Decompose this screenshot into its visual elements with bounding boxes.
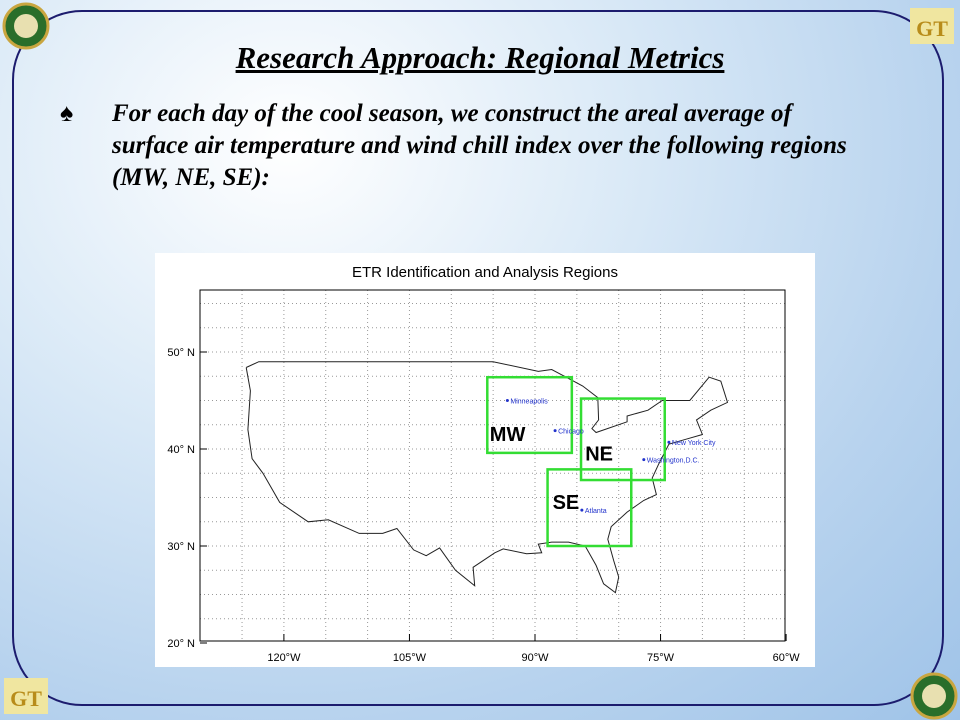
- city-label: New York City: [672, 440, 716, 447]
- city-label: Washington,D.C.: [647, 458, 700, 465]
- lat-tick-label: 20° N: [167, 638, 195, 650]
- city-label: Chicago: [558, 429, 584, 436]
- region-label: NE: [585, 444, 613, 466]
- map: ETR Identification and Analysis Regions …: [155, 253, 815, 667]
- gt-logo: GT: [910, 8, 954, 44]
- doe-logo: [2, 2, 50, 50]
- lat-tick-label: 40° N: [167, 444, 195, 456]
- region-box: [579, 397, 666, 482]
- region-box: [486, 375, 574, 455]
- bullet-text: For each day of the cool season, we cons…: [112, 100, 847, 191]
- region-label: MW: [490, 424, 526, 446]
- lat-tick-label: 30° N: [167, 541, 195, 553]
- map-frame: [199, 289, 786, 642]
- bullet-symbol: ♠: [60, 100, 74, 127]
- lon-tick-label: 60°W: [773, 652, 801, 664]
- city-label: Atlanta: [585, 508, 607, 515]
- city-label: Minneapolis: [510, 399, 548, 406]
- city-dot: [505, 399, 509, 402]
- bullet-item: ♠ For each day of the cool season, we co…: [60, 98, 880, 194]
- lon-tick-label: 120°W: [267, 652, 301, 664]
- us-outline: [245, 361, 729, 594]
- svg-text:GT: GT: [916, 16, 948, 41]
- lat-tick-label: 50° N: [167, 347, 195, 359]
- city-dot: [642, 458, 646, 462]
- slide-frame: [12, 10, 944, 706]
- slide-title: Research Approach: Regional Metrics: [235, 40, 725, 75]
- lon-tick-label: 90°W: [521, 652, 549, 664]
- city-dot: [667, 440, 671, 444]
- city-dot: [553, 429, 557, 433]
- map-title: ETR Identification and Analysis Regions: [352, 264, 618, 281]
- lon-tick-label: 105°W: [393, 652, 427, 664]
- svg-text:GT: GT: [10, 686, 42, 711]
- gt-logo: GT: [4, 678, 48, 714]
- doe-logo: [910, 672, 958, 720]
- lon-tick-label: 75°W: [647, 652, 675, 664]
- region-label: SE: [553, 492, 580, 514]
- city-dot: [580, 508, 584, 512]
- region-box: [546, 468, 633, 548]
- map-background: [155, 253, 815, 667]
